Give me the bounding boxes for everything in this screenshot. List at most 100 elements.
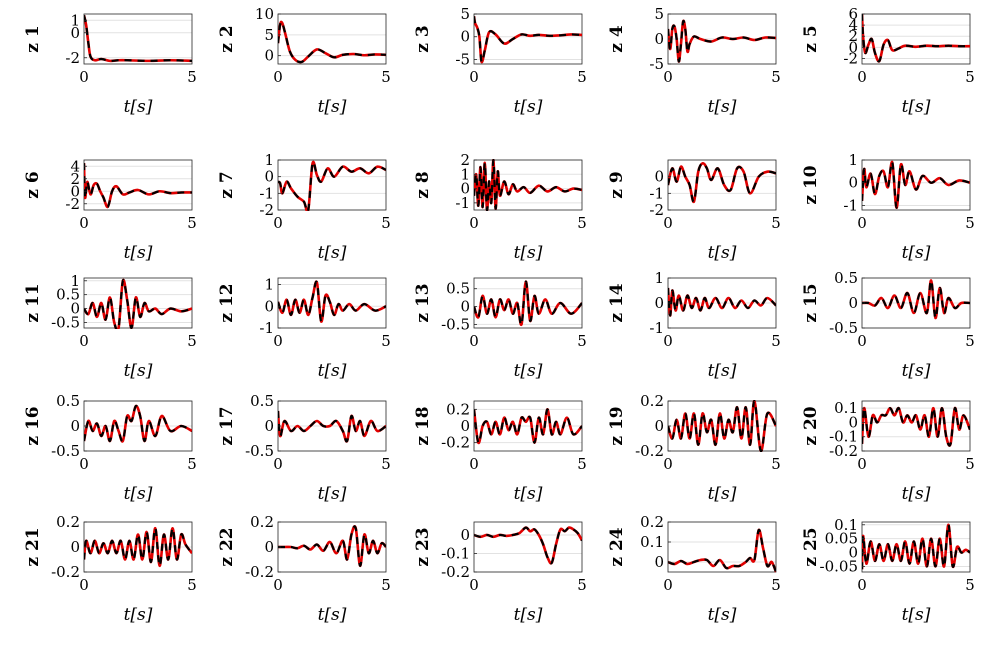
subplot-23: 0-0.1-0.20 5t[s]z 23: [413, 521, 587, 625]
y-tick-label: 0: [264, 168, 274, 186]
y-axis-label: z 9: [607, 171, 627, 198]
y-tick-label: 0: [460, 28, 470, 46]
x-tick-label: 5: [965, 214, 975, 232]
subplot-4: 50-50 5t[s]z 4: [607, 5, 781, 117]
x-axis-label: t[s]: [124, 484, 153, 504]
series-estimate-line: [474, 280, 582, 326]
y-tick-label: -0.2: [635, 442, 664, 460]
y-tick-label: 1: [70, 272, 80, 290]
x-tick-label: 5: [771, 455, 781, 473]
x-axis-label: t[s]: [514, 361, 543, 381]
x-tick-label: 0: [79, 332, 89, 350]
series-estimate-line: [668, 19, 776, 63]
series-estimate-line: [84, 163, 192, 208]
y-tick-label: 0.5: [834, 269, 858, 287]
y-tick-label: -0.2: [441, 563, 470, 581]
x-axis-label: t[s]: [902, 97, 931, 117]
series-estimate-line: [474, 159, 582, 211]
series-reference-line: [862, 406, 970, 447]
y-tick-label: 0.5: [446, 280, 470, 298]
subplot-22: 0.20-0.20 5t[s]z 22: [217, 513, 391, 625]
x-tick-label: 0: [663, 576, 673, 594]
x-tick-label: 0: [79, 455, 89, 473]
x-tick-label: 5: [187, 332, 197, 350]
x-axis-label: t[s]: [902, 605, 931, 625]
y-tick-label: 0: [654, 30, 664, 48]
y-tick-label: 0.2: [640, 513, 664, 531]
y-tick-label: -2: [65, 195, 80, 213]
x-axis-label: t[s]: [708, 97, 737, 117]
y-axis-label: z 1: [23, 25, 43, 52]
x-tick-label: 0: [79, 576, 89, 594]
x-tick-label: 0: [663, 455, 673, 473]
y-tick-label: -5: [455, 50, 470, 68]
y-tick-label: -5: [649, 55, 664, 73]
y-tick-label: 0: [654, 417, 664, 435]
y-tick-label: 0: [848, 174, 858, 192]
series-estimate-line: [862, 523, 970, 570]
x-axis-label: t[s]: [902, 243, 931, 263]
y-tick-label: 0: [460, 526, 470, 544]
x-tick-label: 0: [663, 332, 673, 350]
series-estimate-line: [278, 160, 386, 211]
y-tick-label: -0.1: [441, 544, 470, 562]
x-axis-label: t[s]: [124, 605, 153, 625]
y-tick-label: -0.2: [829, 442, 858, 460]
y-tick-label: -0.2: [245, 563, 274, 581]
y-tick-label: -2: [649, 201, 664, 219]
y-tick-label: 1: [264, 276, 274, 294]
series-reference-line: [84, 14, 192, 63]
series-reference-line: [84, 526, 192, 568]
x-tick-label: 0: [663, 68, 673, 86]
x-tick-label: 5: [965, 68, 975, 86]
x-axis-label: t[s]: [902, 361, 931, 381]
subplot-12: 10-10 5t[s]z 12: [217, 276, 391, 381]
y-tick-label: 0: [460, 180, 470, 198]
subplot-2: 10 5 0 0 5 t[s] z 2: [217, 5, 391, 117]
y-tick-label: -0.2: [51, 563, 80, 581]
x-axis-label: t[s]: [708, 605, 737, 625]
y-tick-label: 0: [264, 297, 274, 315]
series-reference-line: [278, 160, 386, 211]
axes-box: [667, 159, 777, 211]
y-tick-label: -1: [843, 196, 858, 214]
y-tick-label: -0.1: [829, 428, 858, 446]
y-tick-label: -0.5: [245, 442, 274, 460]
series-estimate-line: [84, 278, 192, 329]
x-tick-label: 0: [79, 214, 89, 232]
x-axis-label: t[s]: [902, 484, 931, 504]
x-tick-label: 5: [381, 332, 391, 350]
x-tick-label: 5: [577, 214, 587, 232]
x-tick-label: 5: [381, 68, 391, 86]
series-estimate-line: [278, 280, 386, 323]
x-axis-label: t[s]: [514, 243, 543, 263]
y-tick-label: 0.2: [250, 513, 274, 531]
y-tick-label: -0.5: [441, 315, 470, 333]
y-tick-label: -0.2: [441, 434, 470, 452]
x-tick-label: 0: [857, 68, 867, 86]
y-axis-label: z 18: [413, 406, 433, 445]
axes-box: [277, 159, 387, 211]
y-tick-label: 0: [70, 182, 80, 200]
subplot-18: 0.20-0.20 5t[s]z 18: [413, 400, 587, 504]
y-axis-label: z 13: [413, 283, 433, 322]
x-tick-label: 5: [771, 332, 781, 350]
x-tick-label: 0: [469, 332, 479, 350]
y-tick-label: 0: [654, 168, 664, 186]
x-tick-label: 0: [79, 68, 89, 86]
series-reference-line: [84, 163, 192, 209]
x-tick-label: 0: [469, 68, 479, 86]
x-axis-label: t[s]: [708, 243, 737, 263]
y-axis-label: z 11: [23, 283, 43, 322]
y-tick-label: -0.5: [51, 313, 80, 331]
x-tick-label: 5: [577, 455, 587, 473]
x-tick-label: 0: [273, 576, 283, 594]
y-tick-label: 0.1: [834, 516, 858, 534]
axes-box: [473, 13, 583, 65]
x-axis-label: t[s]: [514, 484, 543, 504]
y-tick-label: -1: [259, 319, 274, 337]
y-axis-label: z 8: [413, 171, 433, 198]
y-tick-label: -0.05: [820, 557, 858, 575]
series-estimate-line: [668, 287, 776, 317]
